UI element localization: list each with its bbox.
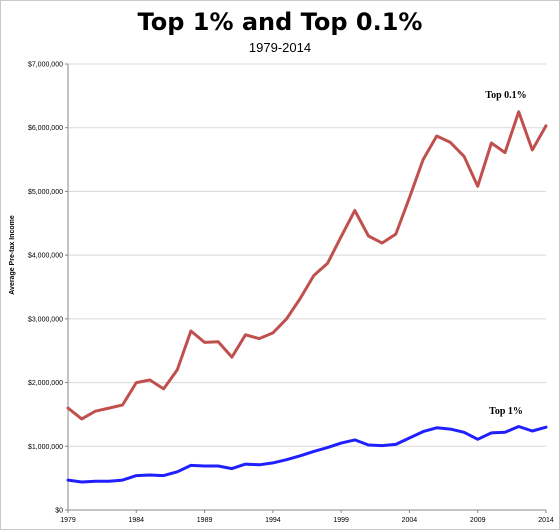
x-tick-label: 1999 (333, 517, 349, 524)
series-lines (66, 110, 548, 484)
x-tick-label: 2009 (470, 517, 486, 524)
series-label-top-0-1: Top 0.1% (485, 90, 526, 101)
chart-subtitle: 1979-2014 (248, 40, 312, 55)
y-tick-label: $7,000,000 (28, 62, 63, 69)
y-tick-label: $5,000,000 (28, 189, 63, 196)
gridlines (68, 63, 546, 447)
x-tick-label: 2014 (538, 517, 554, 524)
y-tick-label: $3,000,000 (28, 316, 63, 323)
series-line-top-1 (66, 425, 548, 484)
series-line-top-0-1 (66, 110, 548, 421)
y-axis-label: Average Pre-tax Income (9, 215, 16, 295)
x-tick-label: 1979 (60, 517, 76, 524)
x-tick-label: 1984 (128, 517, 144, 524)
x-tick-label: 1989 (197, 517, 213, 524)
y-tick-label: $6,000,000 (28, 125, 63, 132)
axes (65, 63, 547, 513)
x-tick-label: 1994 (265, 517, 281, 524)
x-axis-ticks: 1979 1984 1989 1994 1999 2004 2009 2014 (60, 517, 554, 524)
chart-title: Top 1% and Top 0.1% (137, 8, 423, 36)
x-tick-label: 2004 (402, 517, 418, 524)
y-axis-ticks: $0 $1,000,000 $2,000,000 $3,000,000 $4,000,0… (28, 62, 63, 515)
y-tick-label: $2,000,000 (28, 380, 63, 387)
series-label-top-1: Top 1% (489, 406, 523, 417)
y-tick-label: $1,000,000 (28, 444, 63, 451)
y-tick-label: $0 (55, 508, 63, 515)
y-tick-label: $4,000,000 (28, 253, 63, 260)
